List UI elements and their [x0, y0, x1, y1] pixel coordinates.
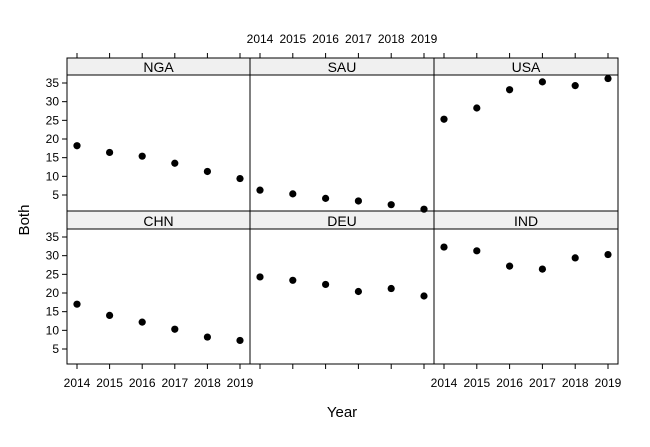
y-tick-label: 5	[52, 342, 59, 356]
data-point-chn-2019	[236, 336, 244, 345]
data-point-ind-2018	[571, 254, 579, 262]
data-point-nga-2014	[73, 142, 81, 150]
data-point-sau-2018	[387, 201, 395, 209]
panel-title-nga: NGA	[143, 59, 174, 75]
x-tick-label: 2016	[496, 376, 523, 390]
data-point-deu-2015	[289, 276, 297, 284]
panel-nga	[66, 74, 251, 212]
y-tick-label: 10	[46, 323, 60, 337]
x-tick-label: 2019	[595, 376, 622, 390]
data-point-chn-2018	[203, 333, 211, 341]
x-tick-label: 2015	[96, 376, 123, 390]
x-tick-label: 2018	[562, 376, 589, 390]
x-tick-label: 2016	[129, 376, 156, 390]
panel-sau	[249, 74, 435, 212]
panel-title-sau: SAU	[328, 59, 357, 75]
x-tick-label: 2019	[227, 376, 254, 390]
data-point-sau-2019	[420, 205, 428, 213]
data-point-sau-2016	[322, 194, 330, 202]
data-point-sau-2014	[256, 186, 264, 194]
data-point-usa-2017	[538, 78, 547, 86]
data-point-usa-2018	[571, 82, 579, 90]
data-point-chn-2016	[138, 318, 146, 326]
y-tick-label: 25	[46, 267, 60, 281]
data-point-nga-2017	[171, 159, 179, 167]
panel-title-ind: IND	[514, 213, 538, 229]
x-tick-label: 2014	[247, 32, 274, 46]
y-tick-label: 15	[46, 151, 60, 165]
data-point-ind-2015	[473, 247, 481, 255]
y-tick-label: 30	[46, 95, 60, 109]
data-point-ind-2019	[604, 250, 612, 259]
y-tick-label: 10	[46, 169, 60, 183]
data-point-nga-2015	[106, 148, 114, 157]
data-point-ind-2016	[506, 262, 514, 270]
data-point-sau-2015	[289, 190, 297, 198]
y-tick-label: 20	[46, 286, 60, 300]
data-point-usa-2014	[440, 115, 448, 123]
y-tick-label: 35	[46, 76, 60, 90]
x-tick-label: 2018	[378, 32, 405, 46]
data-point-deu-2017	[354, 287, 362, 296]
x-tick-label: 2015	[279, 32, 306, 46]
data-point-chn-2017	[171, 325, 179, 333]
panel-chn	[66, 228, 251, 365]
y-tick-label: 25	[46, 113, 60, 127]
y-tick-label: 20	[46, 132, 60, 146]
data-point-deu-2016	[322, 280, 330, 289]
data-point-nga-2019	[236, 174, 244, 183]
x-axis-label: Year	[327, 404, 357, 421]
data-point-usa-2019	[604, 74, 612, 83]
data-point-nga-2016	[138, 152, 146, 160]
data-point-ind-2017	[538, 265, 547, 273]
data-point-chn-2014	[73, 300, 81, 308]
x-tick-label: 2019	[411, 32, 438, 46]
panel-title-usa: USA	[512, 59, 541, 75]
x-tick-label: 2014	[64, 376, 91, 390]
panel-deu	[249, 228, 435, 365]
data-point-deu-2014	[256, 273, 264, 281]
panel-title-chn: CHN	[143, 213, 173, 229]
data-point-usa-2015	[473, 104, 481, 112]
x-tick-label: 2016	[312, 32, 339, 46]
data-point-sau-2017	[354, 197, 362, 205]
x-tick-label: 2017	[345, 32, 372, 46]
data-point-ind-2014	[440, 243, 448, 251]
x-tick-label: 2017	[529, 376, 556, 390]
data-point-deu-2019	[420, 292, 428, 300]
y-tick-label: 35	[46, 230, 60, 244]
data-point-deu-2018	[387, 284, 395, 293]
panel-ind	[433, 228, 619, 365]
data-point-chn-2015	[106, 311, 114, 319]
y-tick-label: 5	[52, 188, 59, 202]
x-tick-label: 2015	[463, 376, 490, 390]
y-tick-label: 30	[46, 249, 60, 263]
x-tick-label: 2014	[431, 376, 458, 390]
y-tick-label: 15	[46, 305, 60, 319]
x-tick-label: 2017	[161, 376, 188, 390]
data-point-usa-2016	[506, 86, 514, 94]
y-axis-label: Both	[16, 205, 33, 236]
panel-usa	[433, 74, 619, 212]
panel-title-deu: DEU	[327, 213, 357, 229]
x-tick-label: 2018	[194, 376, 221, 390]
data-point-nga-2018	[203, 167, 211, 176]
